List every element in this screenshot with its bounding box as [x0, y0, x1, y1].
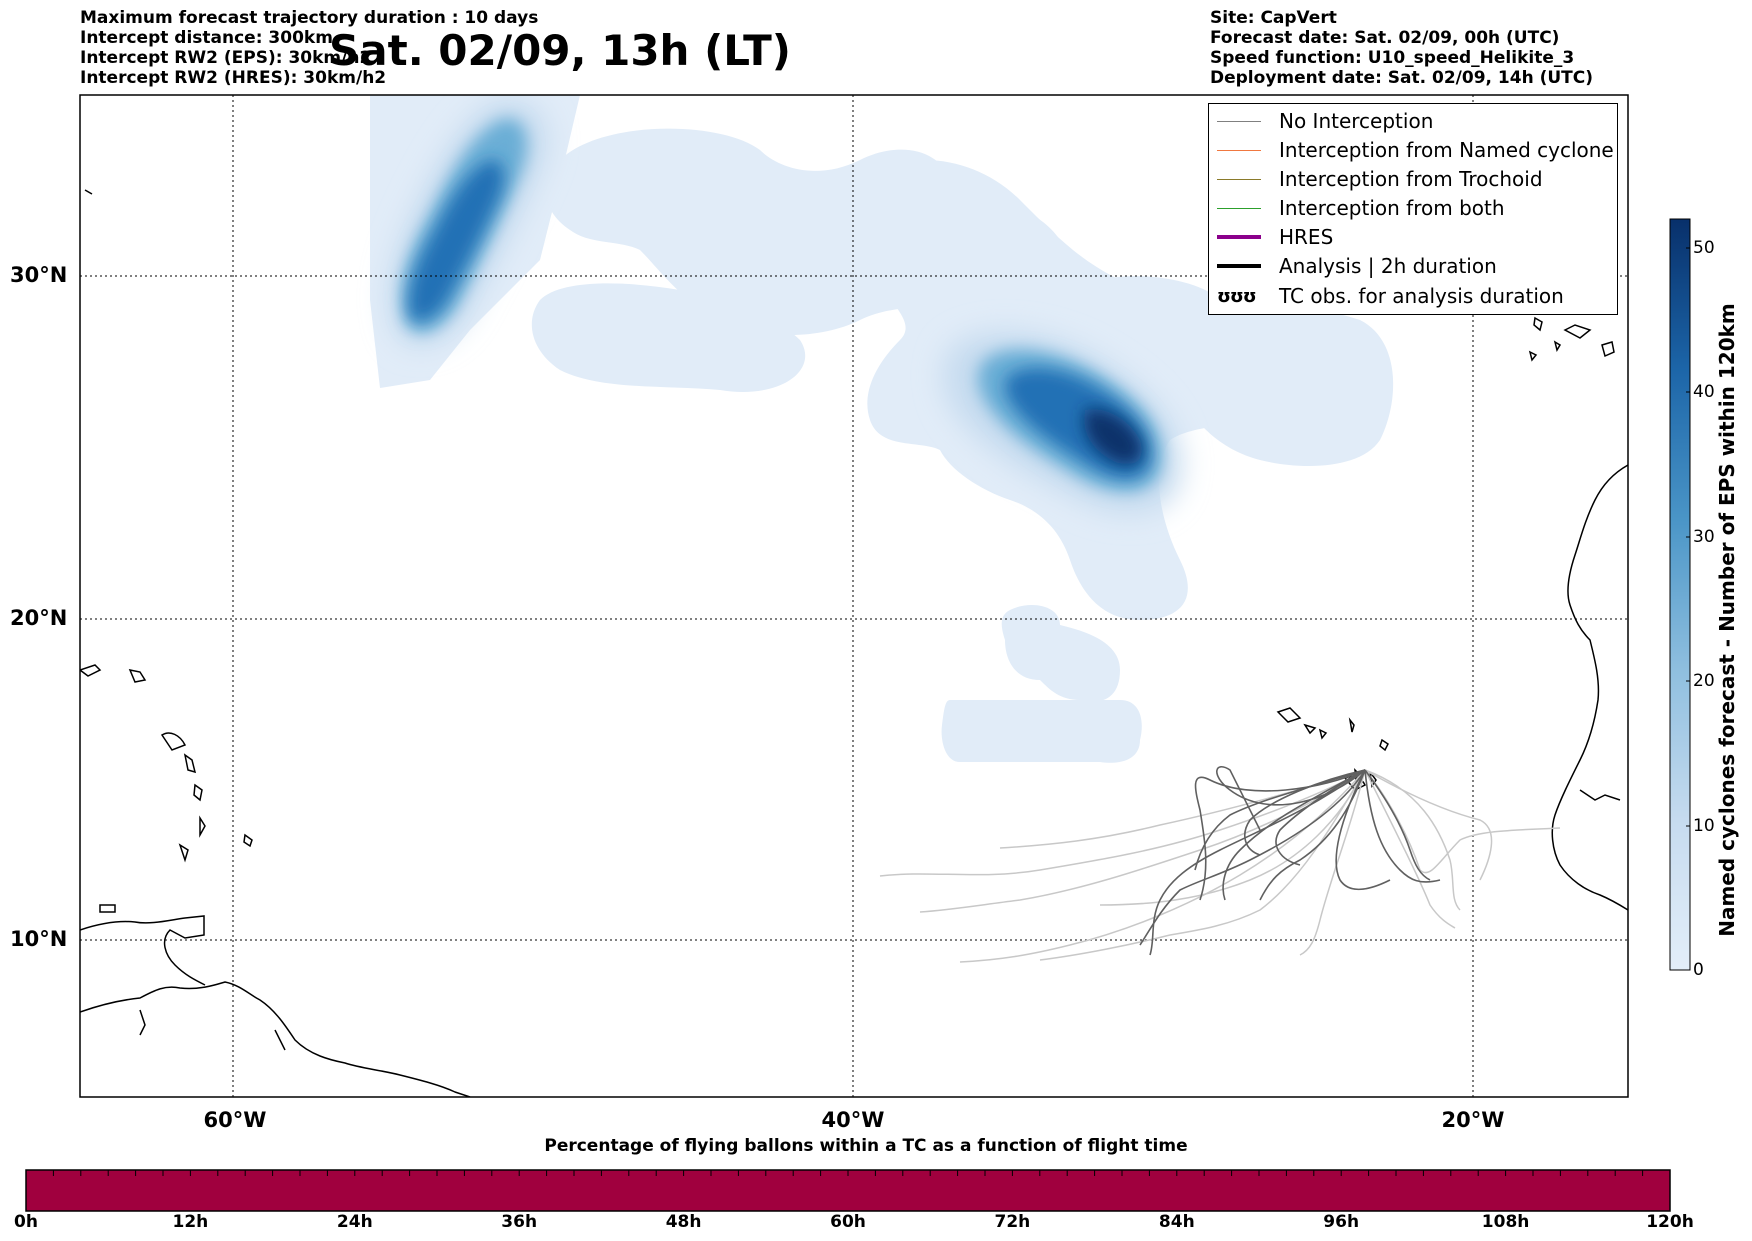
lat-label-20n: 20°N: [10, 606, 68, 630]
density-core-regions: [1084, 409, 1143, 465]
forecast-parameters: Maximum forecast trajectory duration : 1…: [80, 8, 538, 88]
legend-label: Interception from Trochoid: [1279, 167, 1543, 191]
lon-label-60w: 60°W: [203, 1108, 267, 1132]
trajectories-light: [879, 769, 1561, 963]
flight-time-tick-label: 0h: [14, 1212, 38, 1232]
param-line: Intercept RW2 (EPS): 30km/h2: [80, 48, 372, 68]
colorbar-title: Named cyclones forecast - Number of EPS …: [1715, 303, 1739, 937]
colorbar-tick-label: 30: [1693, 527, 1715, 547]
lat-label-30n: 30°N: [10, 263, 68, 287]
lon-label-40w: 40°W: [821, 1108, 885, 1132]
flight-time-tick-label: 120h: [1646, 1212, 1694, 1232]
legend-label: Interception from both: [1279, 196, 1505, 220]
colorbar-tick-label: 0: [1693, 960, 1704, 980]
legend-label: Analysis | 2h duration: [1279, 254, 1497, 278]
legend-swatch: [1217, 178, 1261, 180]
tc-symbol-icon: ʊʊʊ: [1217, 285, 1257, 307]
flight-time-ticks: [25, 1170, 1671, 1176]
map-title: Sat. 02/09, 13h (LT): [329, 26, 791, 75]
site-line: Forecast date: Sat. 02/09, 00h (UTC): [1210, 28, 1560, 48]
legend-item-analysis: Analysis | 2h duration: [1217, 252, 1497, 280]
legend-item-hres: HRES: [1217, 223, 1333, 251]
flight-time-tick-label: 24h: [336, 1212, 373, 1232]
flight-time-tick-label: 12h: [172, 1212, 209, 1232]
colorbar-tick-label: 20: [1693, 671, 1715, 691]
density-colorbar: [1669, 218, 1691, 971]
map-area: [80, 95, 1628, 1097]
legend-item-both: Interception from both: [1217, 194, 1505, 222]
legend-swatch: [1217, 149, 1261, 151]
lat-label-10n: 10°N: [10, 927, 68, 951]
map-frame: [79, 94, 1629, 1098]
site-line: Site: CapVert: [1210, 8, 1337, 28]
legend-swatch: [1217, 120, 1261, 122]
flight-time-tick-label: 60h: [830, 1212, 866, 1232]
flight-time-tick-label: 48h: [665, 1212, 702, 1232]
param-line: Intercept distance: 300km: [80, 28, 333, 48]
legend-swatch: [1217, 264, 1261, 268]
site-line: Deployment date: Sat. 02/09, 14h (UTC): [1210, 68, 1594, 88]
lon-label-20w: 20°W: [1441, 1108, 1505, 1132]
flight-time-tick-label: 84h: [1158, 1212, 1195, 1232]
param-line: Maximum forecast trajectory duration : 1…: [80, 8, 539, 28]
site-info: Site: CapVert Forecast date: Sat. 02/09,…: [1210, 8, 1593, 88]
map-legend: No Interception Interception from Named …: [1208, 103, 1618, 315]
flight-time-bar: [25, 1169, 1671, 1212]
flight-time-tick-label: 108h: [1481, 1212, 1530, 1232]
flight-time-tick-label: 36h: [501, 1212, 538, 1232]
legend-item-trochoid: Interception from Trochoid: [1217, 165, 1543, 193]
legend-label: TC obs. for analysis duration: [1279, 284, 1564, 308]
trajectories-dark: [1139, 766, 1441, 956]
legend-swatch: [1217, 207, 1261, 209]
flight-time-tick-label: 96h: [1323, 1212, 1360, 1232]
legend-swatch: [1217, 235, 1261, 239]
colorbar-tick-label: 40: [1693, 382, 1715, 402]
colorbar-tick-label: 50: [1693, 238, 1715, 258]
colorbar-tick-label: 10: [1693, 816, 1715, 836]
legend-label: HRES: [1279, 225, 1334, 249]
flight-time-title: Percentage of flying ballons within a TC…: [544, 1136, 1188, 1156]
coastlines: [80, 189, 1628, 1097]
param-line: Intercept RW2 (HRES): 30km/h2: [80, 68, 387, 88]
colorbar-ticks: [1686, 247, 1690, 971]
legend-item-named-cyclone: Interception from Named cyclone: [1217, 136, 1614, 164]
flight-time-tick-label: 72h: [994, 1212, 1031, 1232]
legend-label: Interception from Named cyclone: [1279, 138, 1614, 162]
legend-label: No Interception: [1279, 109, 1434, 133]
legend-item-tc-obs: ʊʊʊ TC obs. for analysis duration: [1217, 282, 1564, 310]
site-line: Speed function: U10_speed_Helikite_3: [1210, 48, 1575, 68]
legend-item-no-interception: No Interception: [1217, 107, 1433, 135]
